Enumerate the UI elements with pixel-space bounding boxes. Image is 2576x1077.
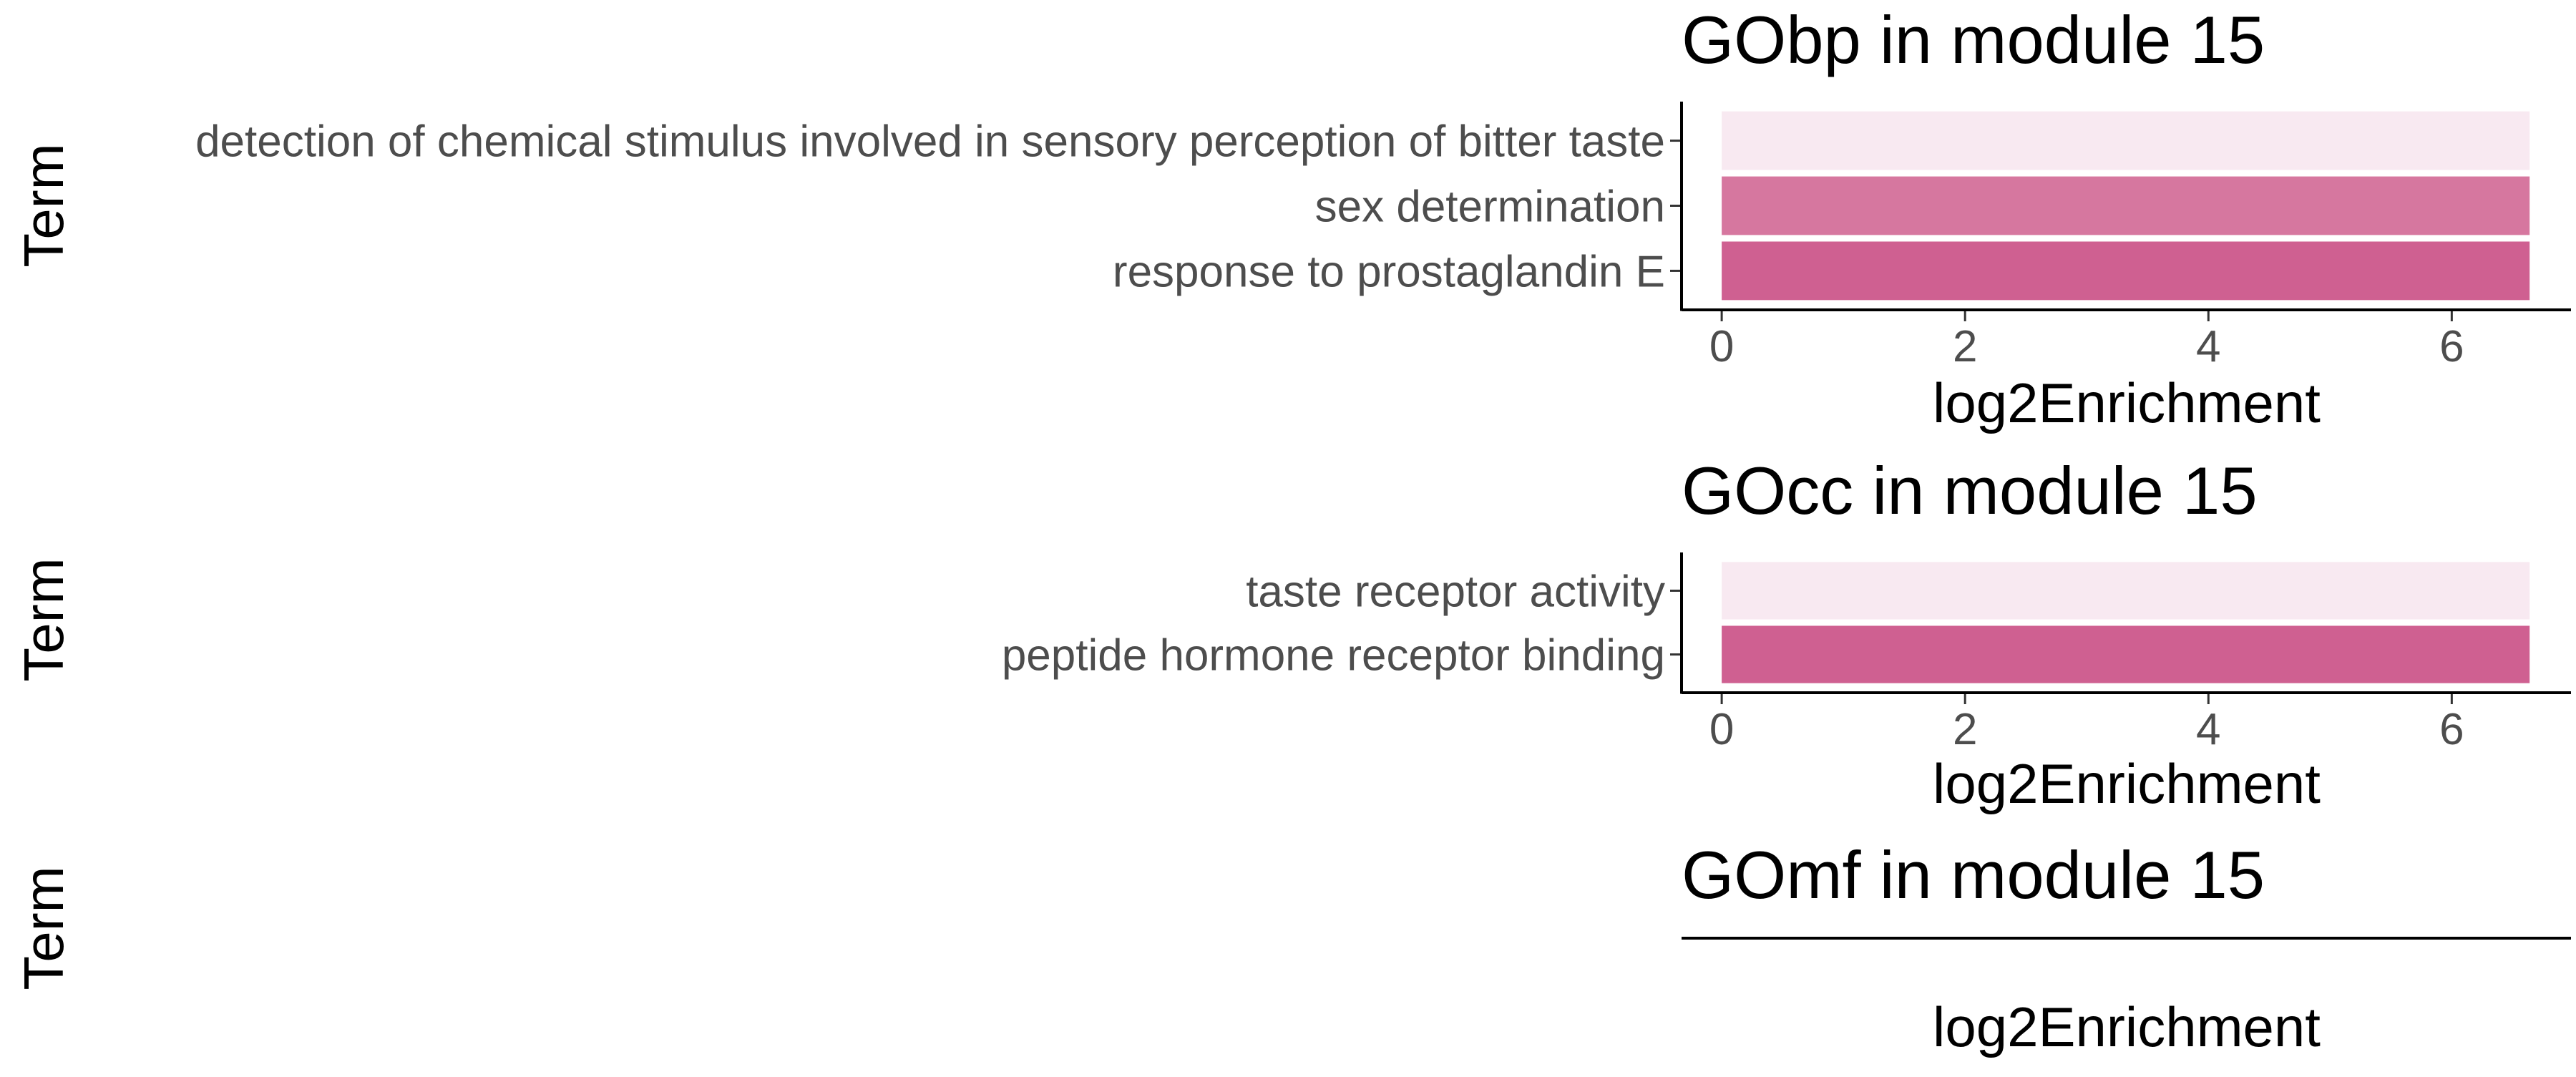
panel-3-title: GOmf in module 15 bbox=[1682, 837, 2265, 912]
panel-1-x-tick-label-2: 2 bbox=[1953, 322, 1977, 371]
panel-1-bar-1 bbox=[1722, 111, 2530, 170]
panel-1-x-tick-label-3: 4 bbox=[2196, 322, 2220, 371]
panel-1-x-tick-label-4: 6 bbox=[2439, 322, 2464, 371]
panel-1-bar-3 bbox=[1722, 241, 2530, 301]
panel-2-title: GOcc in module 15 bbox=[1682, 453, 2258, 528]
panel-1-bar-2 bbox=[1722, 176, 2530, 235]
panel-2-term-label-1: taste receptor activity bbox=[1246, 567, 1665, 616]
panel-2-bar-2 bbox=[1722, 625, 2530, 683]
panel-1-x-tick-label-1: 0 bbox=[1709, 322, 1734, 371]
panel-2-bar-1 bbox=[1722, 562, 2530, 620]
panel-1-y-axis-title: Term bbox=[12, 143, 75, 267]
panel-1-term-label-1: detection of chemical stimulus involved … bbox=[195, 117, 1665, 167]
panel-2-y-axis-title: Term bbox=[12, 557, 75, 681]
panel-1-term-label-3: response to prostaglandin E bbox=[1113, 247, 1665, 296]
panel-2-x-tick-label-4: 6 bbox=[2439, 705, 2464, 754]
panel-2-x-tick-label-2: 2 bbox=[1953, 705, 1977, 754]
panel-1-term-label-2: sex determination bbox=[1315, 182, 1665, 232]
panel-2-x-tick-label-1: 0 bbox=[1709, 705, 1734, 754]
panel-3-x-axis-title: log2Enrichment bbox=[1933, 995, 2321, 1058]
panel-2-x-axis-title: log2Enrichment bbox=[1933, 752, 2321, 815]
panel-1-title: GObp in module 15 bbox=[1682, 2, 2265, 77]
panel-1-x-axis-title: log2Enrichment bbox=[1933, 371, 2321, 434]
panel-2-term-label-2: peptide hormone receptor binding bbox=[1002, 631, 1665, 681]
panel-3-y-axis-title: Term bbox=[12, 866, 75, 990]
panel-2-x-tick-label-3: 4 bbox=[2196, 705, 2220, 754]
